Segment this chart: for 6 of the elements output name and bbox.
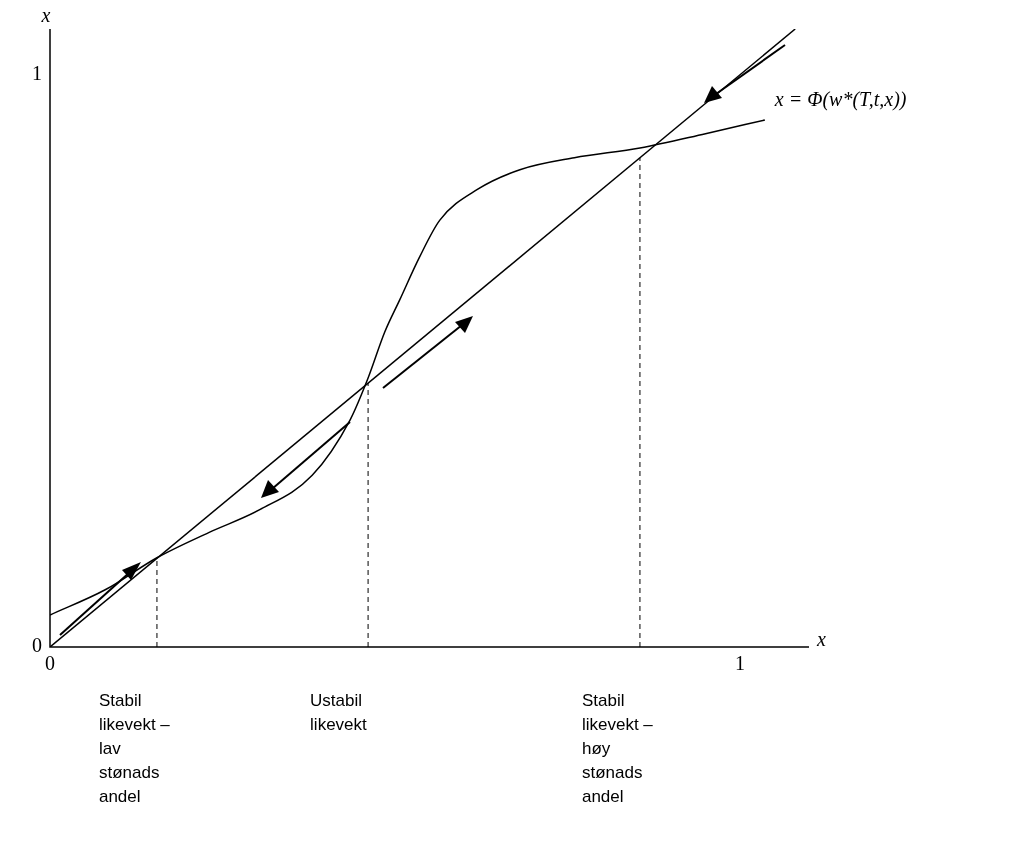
ref-line-label: Stabil likevekt – høy stønads andel bbox=[581, 690, 654, 808]
ref-line-label: Ustabil likevekt bbox=[310, 690, 368, 736]
y-axis-title: x bbox=[40, 4, 51, 27]
ref-line-label: Stabil likevekt – lav stønads andel bbox=[98, 690, 171, 808]
series-label: x = Φ(w*(T,t,x)) bbox=[774, 87, 907, 111]
x-axis-title: x bbox=[816, 628, 826, 651]
